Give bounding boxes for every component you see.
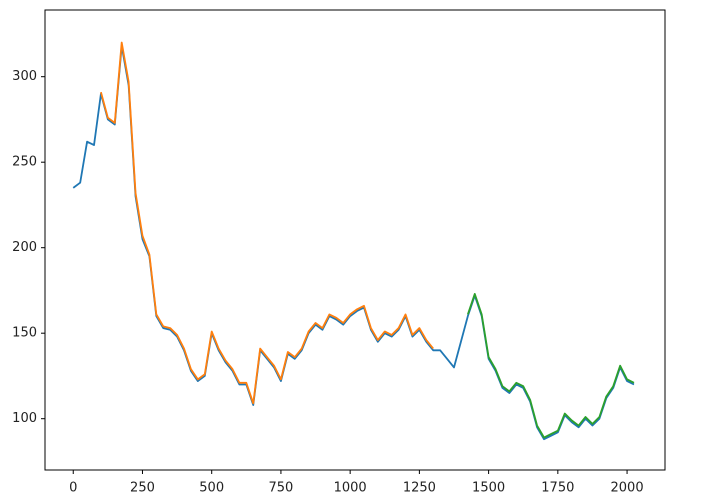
y-tick-label: 300 [12, 69, 37, 84]
x-tick-label: 1000 [334, 481, 367, 496]
series-line [100, 41, 434, 405]
x-tick-label: 1250 [403, 481, 436, 496]
x-tick-label: 1750 [541, 481, 574, 496]
x-tick-label: 250 [130, 481, 155, 496]
y-tick-label: 150 [12, 326, 37, 341]
series-line [466, 292, 635, 439]
x-tick-label: 0 [69, 481, 77, 496]
y-tick-label: 250 [12, 155, 37, 170]
plot-frame [44, 9, 666, 471]
x-tick-label: 1500 [472, 481, 505, 496]
x-tick-label: 2000 [611, 481, 644, 496]
y-tick-label: 100 [12, 411, 37, 426]
x-tick-label: 500 [199, 481, 224, 496]
series-line [72, 45, 635, 441]
y-tick-label: 200 [12, 240, 37, 255]
x-tick-label: 750 [269, 481, 294, 496]
